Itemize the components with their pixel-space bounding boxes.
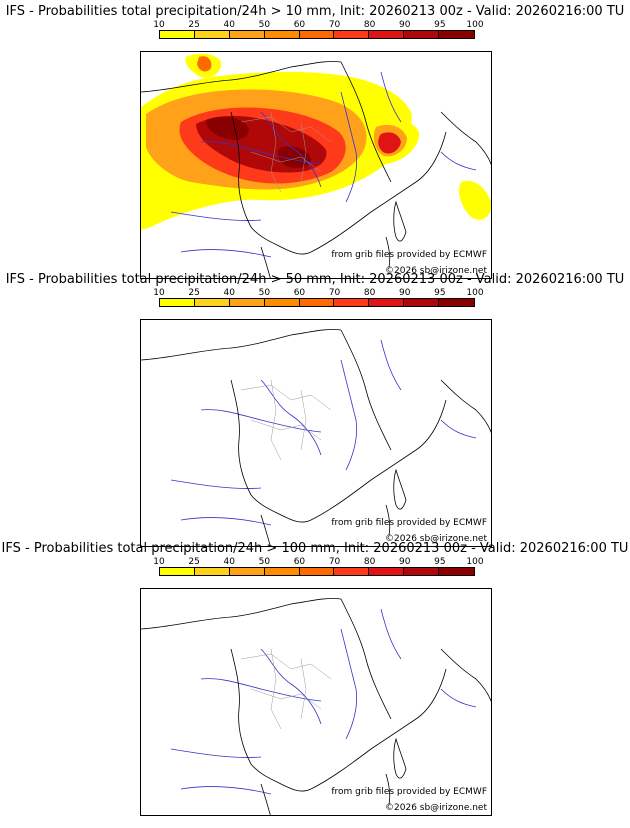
scale-tick-labels: 10 25 40 50 60 70 80 90 95 100 bbox=[153, 20, 483, 30]
copyright-credit: ©2026 sb@irizone.net bbox=[385, 266, 487, 276]
scale-tick-label: 25 bbox=[188, 20, 200, 30]
scale-swatch bbox=[160, 299, 195, 306]
source-credit: from grib files provided by ECMWF bbox=[331, 518, 487, 528]
scale-tick-label: 95 bbox=[434, 288, 446, 298]
color-scale: 10 25 40 50 60 70 80 90 95 100 bbox=[153, 288, 484, 316]
precipitation-map: from grib files provided by ECMWF ©2026 … bbox=[140, 319, 492, 547]
scale-swatch bbox=[194, 31, 230, 38]
scale-swatch bbox=[404, 568, 440, 575]
scale-swatch bbox=[369, 568, 405, 575]
scale-tick-label: 40 bbox=[223, 20, 235, 30]
scale-tick-label: 90 bbox=[399, 557, 411, 567]
admin-borders bbox=[240, 111, 332, 193]
scale-swatch bbox=[229, 31, 265, 38]
scale-tick-label: 10 bbox=[153, 557, 165, 567]
scale-swatches bbox=[159, 567, 475, 576]
admin-borders bbox=[240, 379, 332, 461]
panel-title: IFS - Probabilities total precipitation/… bbox=[5, 272, 625, 287]
scale-swatch bbox=[334, 299, 370, 306]
scale-swatch bbox=[229, 299, 265, 306]
scale-swatch bbox=[299, 568, 335, 575]
scale-swatch bbox=[264, 299, 300, 306]
color-scale: 10 25 40 50 60 70 80 90 95 100 bbox=[153, 557, 484, 585]
precipitation-shading bbox=[141, 53, 491, 231]
scale-tick-label: 50 bbox=[258, 557, 271, 567]
panel-10mm: IFS - Probabilities total precipitation/… bbox=[0, 4, 630, 279]
scale-tick-label: 25 bbox=[188, 288, 200, 298]
scale-tick-label: 100 bbox=[466, 20, 484, 30]
scale-swatch bbox=[334, 568, 370, 575]
scale-swatch bbox=[194, 568, 230, 575]
scale-swatch bbox=[404, 299, 440, 306]
scale-tick-label: 70 bbox=[328, 20, 341, 30]
scale-tick-label: 10 bbox=[153, 20, 165, 30]
rivers bbox=[170, 608, 477, 795]
scale-swatch bbox=[404, 31, 440, 38]
panel-title: IFS - Probabilities total precipitation/… bbox=[1, 541, 629, 556]
scale-tick-label: 80 bbox=[363, 557, 376, 567]
scale-tick-label: 70 bbox=[328, 557, 341, 567]
scale-tick-label: 50 bbox=[258, 20, 271, 30]
scale-swatch bbox=[160, 568, 195, 575]
copyright-credit: ©2026 sb@irizone.net bbox=[385, 534, 487, 544]
scale-tick-label: 100 bbox=[466, 288, 484, 298]
source-credit: from grib files provided by ECMWF bbox=[331, 250, 487, 260]
scale-tick-label: 95 bbox=[434, 557, 446, 567]
scale-swatches bbox=[159, 298, 475, 307]
scale-swatch bbox=[334, 31, 370, 38]
coastlines-borders bbox=[141, 61, 491, 278]
scale-swatch bbox=[229, 568, 265, 575]
scale-swatch bbox=[439, 299, 475, 306]
map-svg bbox=[141, 53, 491, 278]
map-svg bbox=[141, 329, 491, 546]
scale-swatches bbox=[159, 30, 475, 39]
panel-title: IFS - Probabilities total precipitation/… bbox=[5, 4, 625, 19]
map-svg bbox=[141, 598, 491, 815]
scale-tick-label: 80 bbox=[363, 20, 376, 30]
scale-tick-label: 100 bbox=[466, 557, 484, 567]
scale-tick-label: 60 bbox=[293, 557, 306, 567]
rivers bbox=[170, 339, 477, 526]
scale-tick-label: 25 bbox=[188, 557, 200, 567]
scale-tick-labels: 10 25 40 50 60 70 80 90 95 100 bbox=[153, 288, 483, 298]
scale-tick-label: 70 bbox=[328, 288, 341, 298]
precipitation-map: from grib files provided by ECMWF ©2026 … bbox=[140, 588, 492, 816]
admin-borders bbox=[240, 648, 332, 730]
scale-swatch bbox=[264, 31, 300, 38]
copyright-credit: ©2026 sb@irizone.net bbox=[385, 803, 487, 813]
color-scale: 10 25 40 50 60 70 80 90 95 100 bbox=[153, 20, 484, 48]
scale-swatch bbox=[264, 568, 300, 575]
scale-tick-label: 50 bbox=[258, 288, 271, 298]
scale-swatch bbox=[299, 31, 335, 38]
coastlines-borders bbox=[141, 598, 491, 815]
scale-tick-label: 95 bbox=[434, 20, 446, 30]
scale-tick-label: 90 bbox=[399, 20, 411, 30]
scale-tick-label: 60 bbox=[293, 288, 306, 298]
scale-swatch bbox=[299, 299, 335, 306]
source-credit: from grib files provided by ECMWF bbox=[331, 787, 487, 797]
scale-swatch bbox=[194, 299, 230, 306]
scale-swatch bbox=[369, 299, 405, 306]
scale-swatch bbox=[439, 568, 475, 575]
scale-tick-label: 40 bbox=[223, 288, 235, 298]
scale-tick-label: 60 bbox=[293, 20, 306, 30]
scale-tick-label: 90 bbox=[399, 288, 411, 298]
precipitation-map: from grib files provided by ECMWF ©2026 … bbox=[140, 51, 492, 279]
scale-swatch bbox=[160, 31, 195, 38]
scale-tick-label: 40 bbox=[223, 557, 235, 567]
rivers bbox=[170, 71, 477, 258]
scale-tick-labels: 10 25 40 50 60 70 80 90 95 100 bbox=[153, 557, 483, 567]
scale-swatch bbox=[439, 31, 475, 38]
scale-swatch bbox=[369, 31, 405, 38]
scale-tick-label: 80 bbox=[363, 288, 376, 298]
panel-50mm: IFS - Probabilities total precipitation/… bbox=[0, 272, 630, 547]
panel-100mm: IFS - Probabilities total precipitation/… bbox=[0, 541, 630, 816]
scale-tick-label: 10 bbox=[153, 288, 165, 298]
coastlines-borders bbox=[141, 329, 491, 546]
